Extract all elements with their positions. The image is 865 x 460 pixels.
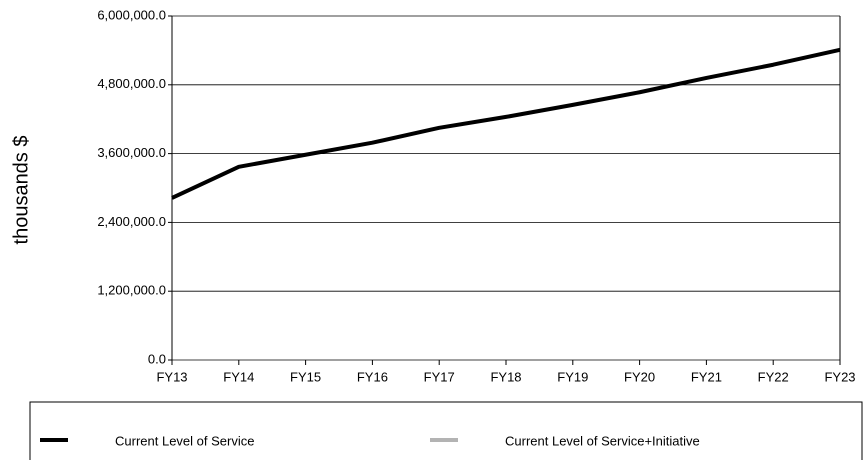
y-axis-label: thousands $ <box>10 136 32 245</box>
x-tick-label: FY13 <box>156 369 187 384</box>
x-tick-label: FY16 <box>357 369 388 384</box>
x-tick-label: FY22 <box>758 369 789 384</box>
legend-label: Current Level of Service <box>115 433 254 448</box>
y-tick-label: 2,400,000.0 <box>97 214 166 229</box>
legend-box <box>29 401 863 460</box>
y-tick-label: 3,600,000.0 <box>97 145 166 160</box>
x-tick-label: FY18 <box>490 369 521 384</box>
x-tick-label: FY14 <box>223 369 254 384</box>
x-tick-label: FY19 <box>557 369 588 384</box>
y-tick-label: 0.0 <box>148 351 166 366</box>
x-tick-label: FY17 <box>424 369 455 384</box>
x-tick-label: FY20 <box>624 369 655 384</box>
legend-label: Current Level of Service+Initiative <box>505 433 700 448</box>
x-tick-label: FY15 <box>290 369 321 384</box>
y-tick-label: 1,200,000.0 <box>97 283 166 298</box>
y-tick-label: 4,800,000.0 <box>97 76 166 91</box>
x-tick-label: FY23 <box>824 369 855 384</box>
y-tick-label: 6,000,000.0 <box>97 7 166 22</box>
series-line <box>171 47 841 200</box>
x-tick-label: FY21 <box>691 369 722 384</box>
